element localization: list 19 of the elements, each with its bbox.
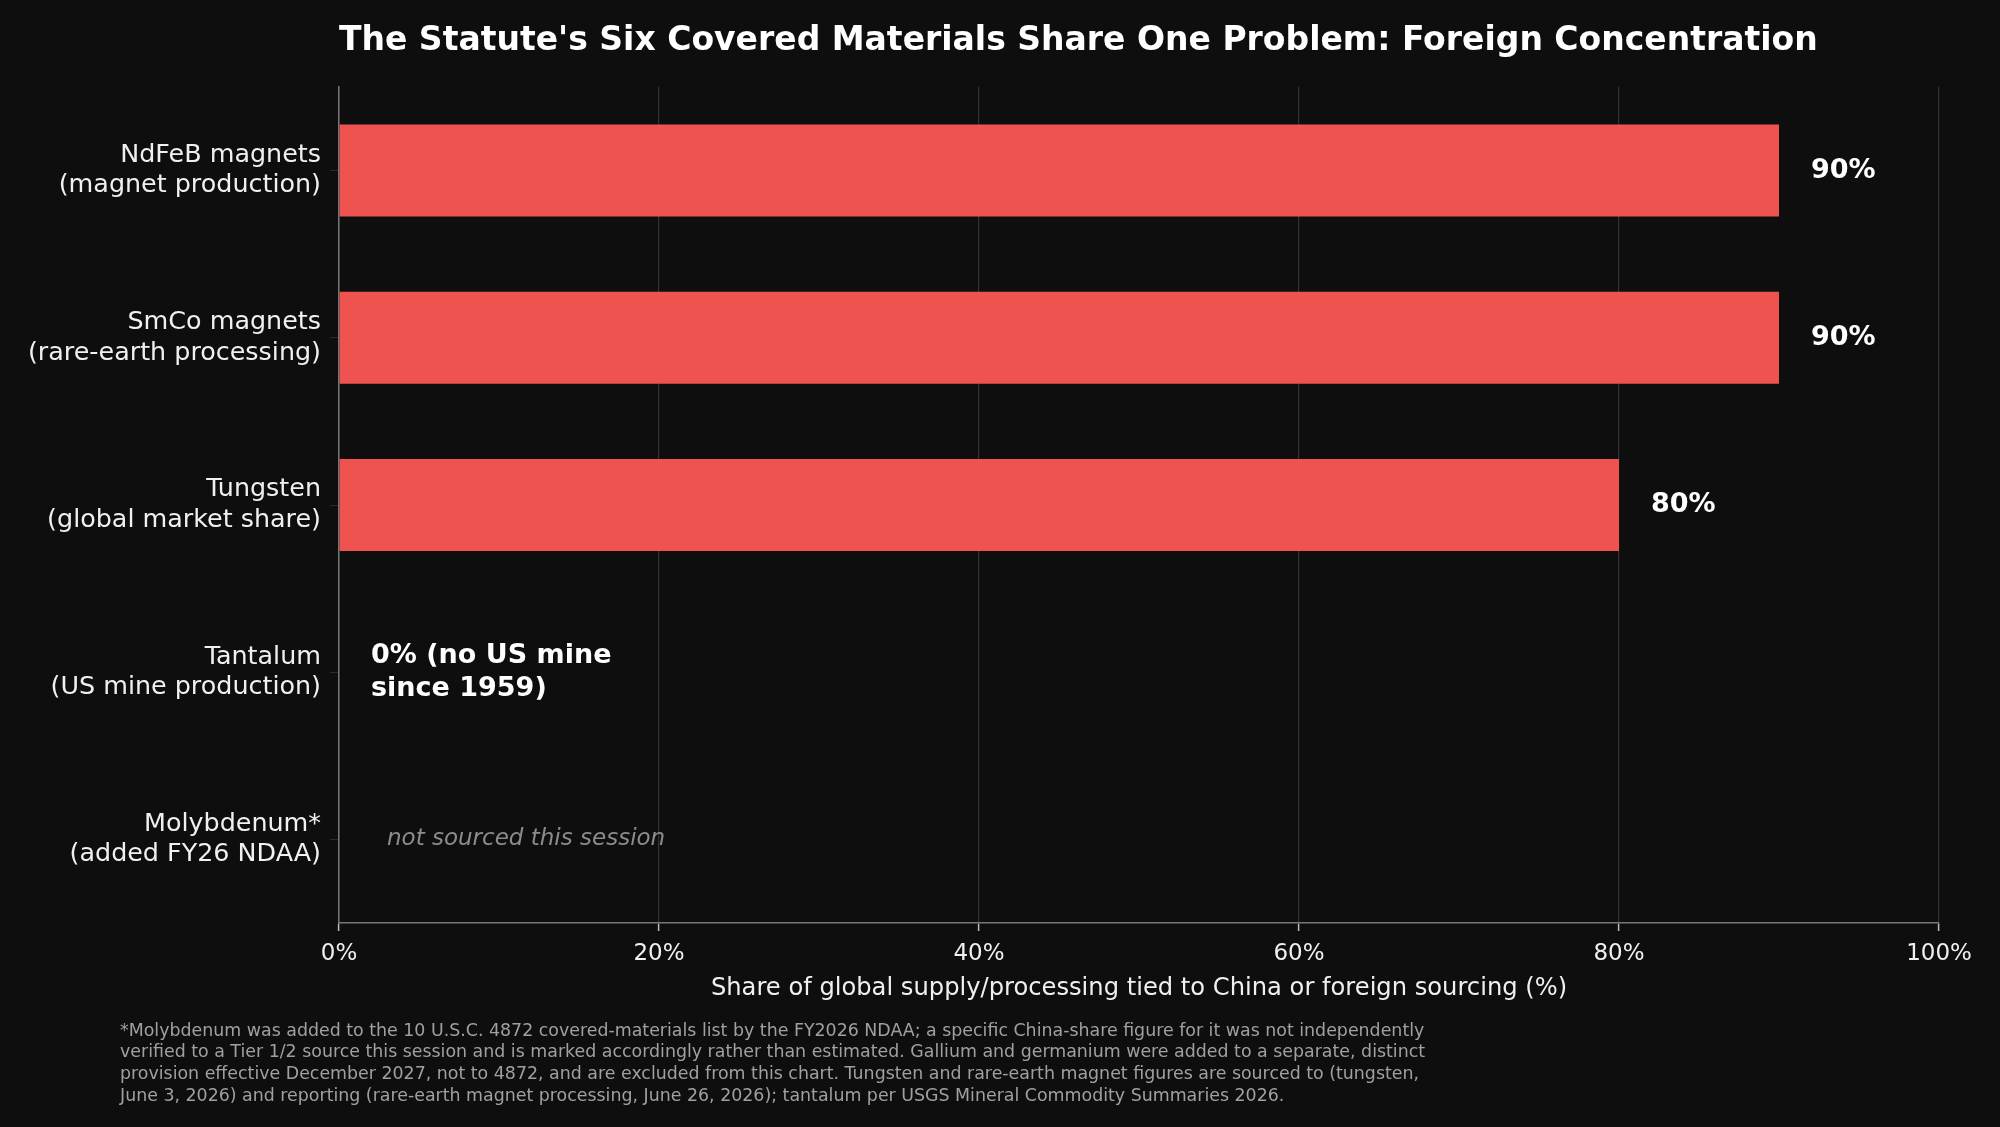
data-label: 90%: [1811, 152, 1876, 184]
y-tick-label: Tungsten (global market share): [47, 472, 321, 533]
data-label: 0% (no US mine since 1959): [371, 637, 612, 702]
y-tick-label: Tantalum (US mine production): [50, 639, 321, 701]
x-tick-label: 20%: [633, 938, 685, 965]
x-tick-label: 0%: [320, 938, 358, 965]
x-axis-title: Share of global supply/processing tied to China or foreign sourcing (%): [710, 972, 1568, 1001]
text: *Molybdenum was added to the 10 U.S.C. 4872 covered-materials list by the FY2026 NDAA; a specific China-share figure for it was not independently verified to a Tier 1/2 source this session and is marked accordingly rather than estimated. Gallium and germanium were added to a separate, distinct provision effective December 2027, not to 4872, and are excluded from this chart. Tungsten and rare-earth magnet figures are sourced to (tungsten, June 3, 2026) and reporting (rare-earth magnet processing, June 26, 2026); tantalum per USGS Mineral Commodity Summaries 2026.: [119, 1019, 1426, 1105]
x-tick-label: 100%: [1906, 938, 1972, 965]
data-label: 90%: [1811, 319, 1876, 351]
x-tick-label: 80%: [1593, 938, 1645, 965]
x-tick-label: 60%: [1273, 938, 1325, 965]
y-tick-label: NdFeB magnets (magnet production): [58, 137, 321, 199]
y-tick-label: SmCo magnets (rare-earth processing): [27, 305, 321, 366]
data-label: 80%: [1651, 487, 1716, 519]
chart-title: The Statute's Six Covered Materials Share One Problem: Foreign Concentration: [339, 18, 1818, 58]
x-tick-label: 40%: [953, 938, 1005, 965]
y-tick-label: Molybdenum* (added FY26 NDAA): [69, 806, 321, 868]
annotation: not sourced this session: [387, 824, 666, 851]
